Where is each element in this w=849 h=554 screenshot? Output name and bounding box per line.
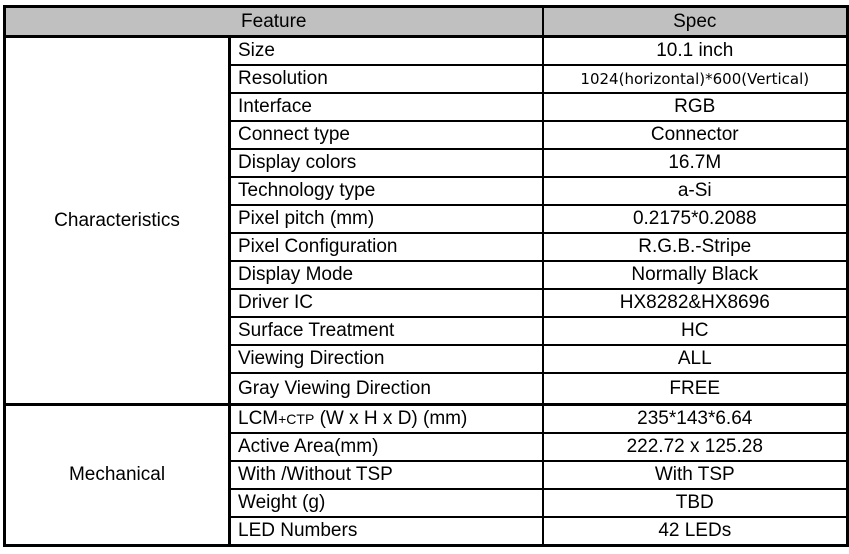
feature-cell: Viewing Direction: [228, 344, 544, 374]
spec-cell: ALL: [541, 344, 849, 374]
spec-cell: R.G.B.-Stripe: [541, 232, 849, 262]
spec-table: Feature Spec Characteristics Size 10.1 inc…: [3, 5, 849, 547]
spec-cell: 42 LEDs: [541, 516, 849, 547]
feature-cell: Display colors: [228, 148, 544, 178]
table-row: Characteristics Size 10.1 inch: [3, 35, 849, 406]
spec-cell: RGB: [541, 92, 849, 122]
feature-cell: Interface: [228, 92, 544, 122]
table-row: LED Numbers 42 LEDs: [5, 516, 849, 547]
feature-text: (W x H x D) (mm): [314, 408, 468, 429]
feature-cell: Surface Treatment: [228, 316, 544, 346]
feature-cell: Size: [228, 35, 544, 66]
header-feature: Feature: [3, 5, 544, 38]
spec-cell: 222.72 x 125.28: [541, 432, 849, 462]
category-cell: Mechanical: [3, 403, 231, 547]
spec-cell: HC: [541, 316, 849, 346]
table-row: Connect type Connector: [5, 120, 849, 150]
feature-cell: Gray Viewing Direction: [228, 372, 544, 406]
table-row: Mechanical LCM+CTP (W x H x D) (mm) 235*14…: [3, 403, 849, 547]
table-row: Pixel Configuration R.G.B.-Stripe: [5, 232, 849, 262]
spec-cell: Normally Black: [541, 260, 849, 290]
feature-cell: LED Numbers: [228, 516, 544, 547]
feature-cell: Pixel pitch (mm): [228, 204, 544, 234]
table-row: Technology type a-Si: [5, 176, 849, 206]
feature-cell: LCM+CTP (W x H x D) (mm): [228, 403, 544, 434]
spec-cell: 235*143*6.64: [541, 403, 849, 434]
feature-text: LCM: [238, 408, 279, 429]
feature-cell: Display Mode: [228, 260, 544, 290]
table-row: Viewing Direction ALL: [5, 344, 849, 374]
spec-cell: FREE: [541, 372, 849, 406]
feature-text: +CTP: [278, 411, 315, 427]
feature-cell: Technology type: [228, 176, 544, 206]
table-row: Display colors 16.7M: [5, 148, 849, 178]
table-row: Weight (g) TBD: [5, 488, 849, 518]
feature-cell: Connect type: [228, 120, 544, 150]
feature-cell: Active Area(mm): [228, 432, 544, 462]
header-spec: Spec: [541, 5, 849, 38]
table-row: Gray Viewing Direction FREE: [5, 372, 849, 406]
table-row: Pixel pitch (mm) 0.2175*0.2088: [5, 204, 849, 234]
table-row: Interface RGB: [5, 92, 849, 122]
spec-cell: TBD: [541, 488, 849, 518]
table-row: Resolution 1024(horizontal)*600(Vertical): [5, 64, 849, 94]
category-cell: Characteristics: [3, 35, 231, 406]
feature-cell: Pixel Configuration: [228, 232, 544, 262]
table-row: Driver IC HX8282&HX8696: [5, 288, 849, 318]
feature-cell: Driver IC: [228, 288, 544, 318]
spec-cell: 1024(horizontal)*600(Vertical): [541, 64, 849, 94]
spec-cell: HX8282&HX8696: [541, 288, 849, 318]
feature-cell: Weight (g): [228, 488, 544, 518]
table-row: With /Without TSP With TSP: [5, 460, 849, 490]
spec-cell: 10.1 inch: [541, 35, 849, 66]
table-row: Surface Treatment HC: [5, 316, 849, 346]
table-row: Display Mode Normally Black: [5, 260, 849, 290]
feature-cell: With /Without TSP: [228, 460, 544, 490]
spec-cell: a-Si: [541, 176, 849, 206]
spec-cell: Connector: [541, 120, 849, 150]
table-row: Active Area(mm) 222.72 x 125.28: [5, 432, 849, 462]
feature-cell: Resolution: [228, 64, 544, 94]
spec-cell: With TSP: [541, 460, 849, 490]
header-row: Feature Spec: [3, 5, 849, 38]
spec-cell: 0.2175*0.2088: [541, 204, 849, 234]
spec-cell: 16.7M: [541, 148, 849, 178]
